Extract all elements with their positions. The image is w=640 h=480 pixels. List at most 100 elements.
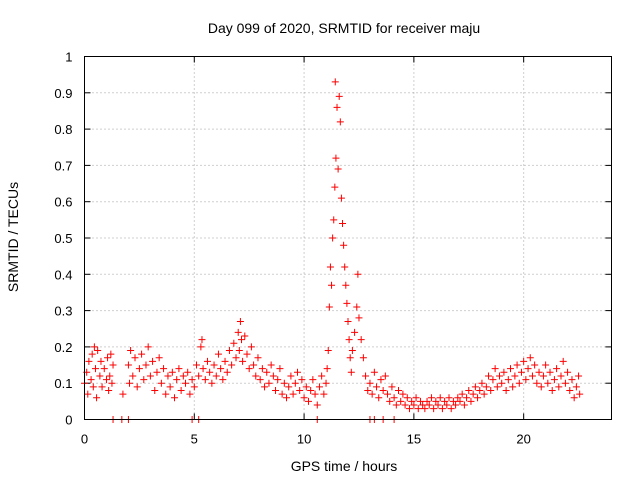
data-point	[329, 234, 337, 242]
data-point	[421, 405, 429, 413]
data-point	[544, 379, 552, 387]
data-point	[245, 365, 253, 373]
plot-frame	[84, 56, 612, 420]
data-point	[344, 317, 352, 325]
data-point	[234, 328, 242, 336]
data-point	[456, 397, 464, 405]
data-point	[485, 372, 493, 380]
data-point	[263, 368, 271, 376]
data-point	[232, 354, 240, 362]
data-point	[458, 390, 466, 398]
data-point	[345, 336, 353, 344]
data-point	[212, 372, 220, 380]
data-point	[217, 365, 225, 373]
y-tick-label: 0.2	[54, 340, 72, 355]
data-point	[441, 397, 449, 405]
data-point	[247, 343, 255, 351]
data-point	[177, 386, 185, 394]
data-point	[164, 372, 172, 380]
data-point	[272, 386, 280, 394]
data-point	[221, 357, 229, 365]
data-point	[252, 372, 260, 380]
data-point	[87, 376, 95, 384]
data-point	[197, 343, 205, 351]
data-point	[460, 401, 468, 409]
data-point	[463, 394, 471, 402]
data-point	[102, 376, 110, 384]
data-point	[228, 361, 236, 369]
data-point	[269, 372, 277, 380]
data-point	[548, 386, 556, 394]
x-tick-label: 0	[81, 432, 88, 447]
data-point	[330, 216, 338, 224]
data-point	[250, 361, 258, 369]
y-tick-label: 0.1	[54, 376, 72, 391]
data-point	[198, 336, 206, 344]
data-point	[476, 386, 484, 394]
data-point	[564, 368, 572, 376]
data-point	[432, 397, 440, 405]
data-point	[223, 368, 231, 376]
data-point	[304, 397, 312, 405]
data-point	[94, 347, 102, 355]
data-point	[408, 397, 416, 405]
y-tick-label: 0.5	[54, 231, 72, 246]
data-point	[298, 376, 306, 384]
data-point	[332, 154, 340, 162]
data-point	[254, 354, 262, 362]
data-point	[258, 365, 266, 373]
data-point	[138, 350, 146, 358]
data-point	[153, 368, 161, 376]
data-point	[173, 376, 181, 384]
data-point	[188, 376, 196, 384]
data-point	[368, 390, 376, 398]
data-point	[511, 372, 519, 380]
data-point	[331, 183, 339, 191]
data-point	[89, 383, 97, 391]
data-point	[359, 354, 367, 362]
data-point	[362, 372, 370, 380]
data-point	[447, 405, 455, 413]
y-tick-label: 0.6	[54, 195, 72, 210]
data-point	[557, 372, 565, 380]
data-point	[142, 361, 150, 369]
x-axis-label: GPS time / hours	[291, 458, 398, 474]
data-point	[561, 379, 569, 387]
data-point	[238, 336, 246, 344]
data-point	[195, 372, 203, 380]
data-point	[478, 379, 486, 387]
data-point	[550, 376, 558, 384]
data-point	[293, 368, 301, 376]
data-point	[323, 365, 331, 373]
data-point	[570, 394, 578, 402]
data-point	[469, 390, 477, 398]
data-point	[296, 386, 304, 394]
x-tick-label: 10	[297, 432, 311, 447]
data-point	[531, 361, 539, 369]
y-tick-label: 0.3	[54, 304, 72, 319]
data-point	[135, 365, 143, 373]
data-point	[467, 397, 475, 405]
data-point	[373, 383, 381, 391]
data-point	[343, 299, 351, 307]
data-point	[333, 103, 341, 111]
data-point	[419, 401, 427, 409]
data-point	[97, 357, 105, 365]
data-point	[203, 357, 211, 365]
data-point	[526, 354, 534, 362]
data-point	[225, 347, 233, 355]
data-point	[119, 390, 127, 398]
data-point	[355, 314, 363, 322]
data-point	[416, 397, 424, 405]
data-point	[160, 365, 168, 373]
data-point	[265, 379, 273, 387]
data-point	[291, 379, 299, 387]
data-point	[91, 365, 99, 373]
data-point	[144, 343, 152, 351]
data-point	[199, 365, 207, 373]
data-point	[127, 347, 135, 355]
data-point	[482, 383, 490, 391]
data-point	[337, 194, 345, 202]
data-point	[430, 405, 438, 413]
data-point	[493, 383, 501, 391]
